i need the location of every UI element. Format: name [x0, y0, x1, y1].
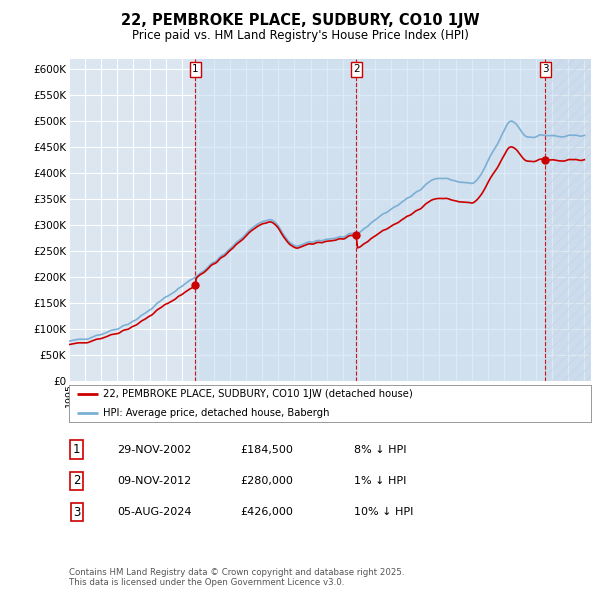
- Text: £280,000: £280,000: [240, 476, 293, 486]
- Text: Price paid vs. HM Land Registry's House Price Index (HPI): Price paid vs. HM Land Registry's House …: [131, 29, 469, 42]
- Text: 3: 3: [73, 506, 80, 519]
- Text: 1: 1: [192, 64, 199, 74]
- Text: HPI: Average price, detached house, Babergh: HPI: Average price, detached house, Babe…: [103, 408, 329, 418]
- Text: 22, PEMBROKE PLACE, SUDBURY, CO10 1JW: 22, PEMBROKE PLACE, SUDBURY, CO10 1JW: [121, 13, 479, 28]
- Text: 3: 3: [542, 64, 549, 74]
- Text: 8% ↓ HPI: 8% ↓ HPI: [354, 445, 407, 454]
- Text: 09-NOV-2012: 09-NOV-2012: [117, 476, 191, 486]
- Text: Contains HM Land Registry data © Crown copyright and database right 2025.
This d: Contains HM Land Registry data © Crown c…: [69, 568, 404, 587]
- Text: 2: 2: [73, 474, 80, 487]
- Text: £184,500: £184,500: [240, 445, 293, 454]
- Text: 22, PEMBROKE PLACE, SUDBURY, CO10 1JW (detached house): 22, PEMBROKE PLACE, SUDBURY, CO10 1JW (d…: [103, 389, 413, 399]
- Text: 1: 1: [73, 443, 80, 456]
- Text: 2: 2: [353, 64, 359, 74]
- Text: 10% ↓ HPI: 10% ↓ HPI: [354, 507, 413, 517]
- Bar: [195, 59, 545, 381]
- Text: £426,000: £426,000: [240, 507, 293, 517]
- Text: 05-AUG-2024: 05-AUG-2024: [117, 507, 191, 517]
- Text: 29-NOV-2002: 29-NOV-2002: [117, 445, 191, 454]
- Text: 1% ↓ HPI: 1% ↓ HPI: [354, 476, 406, 486]
